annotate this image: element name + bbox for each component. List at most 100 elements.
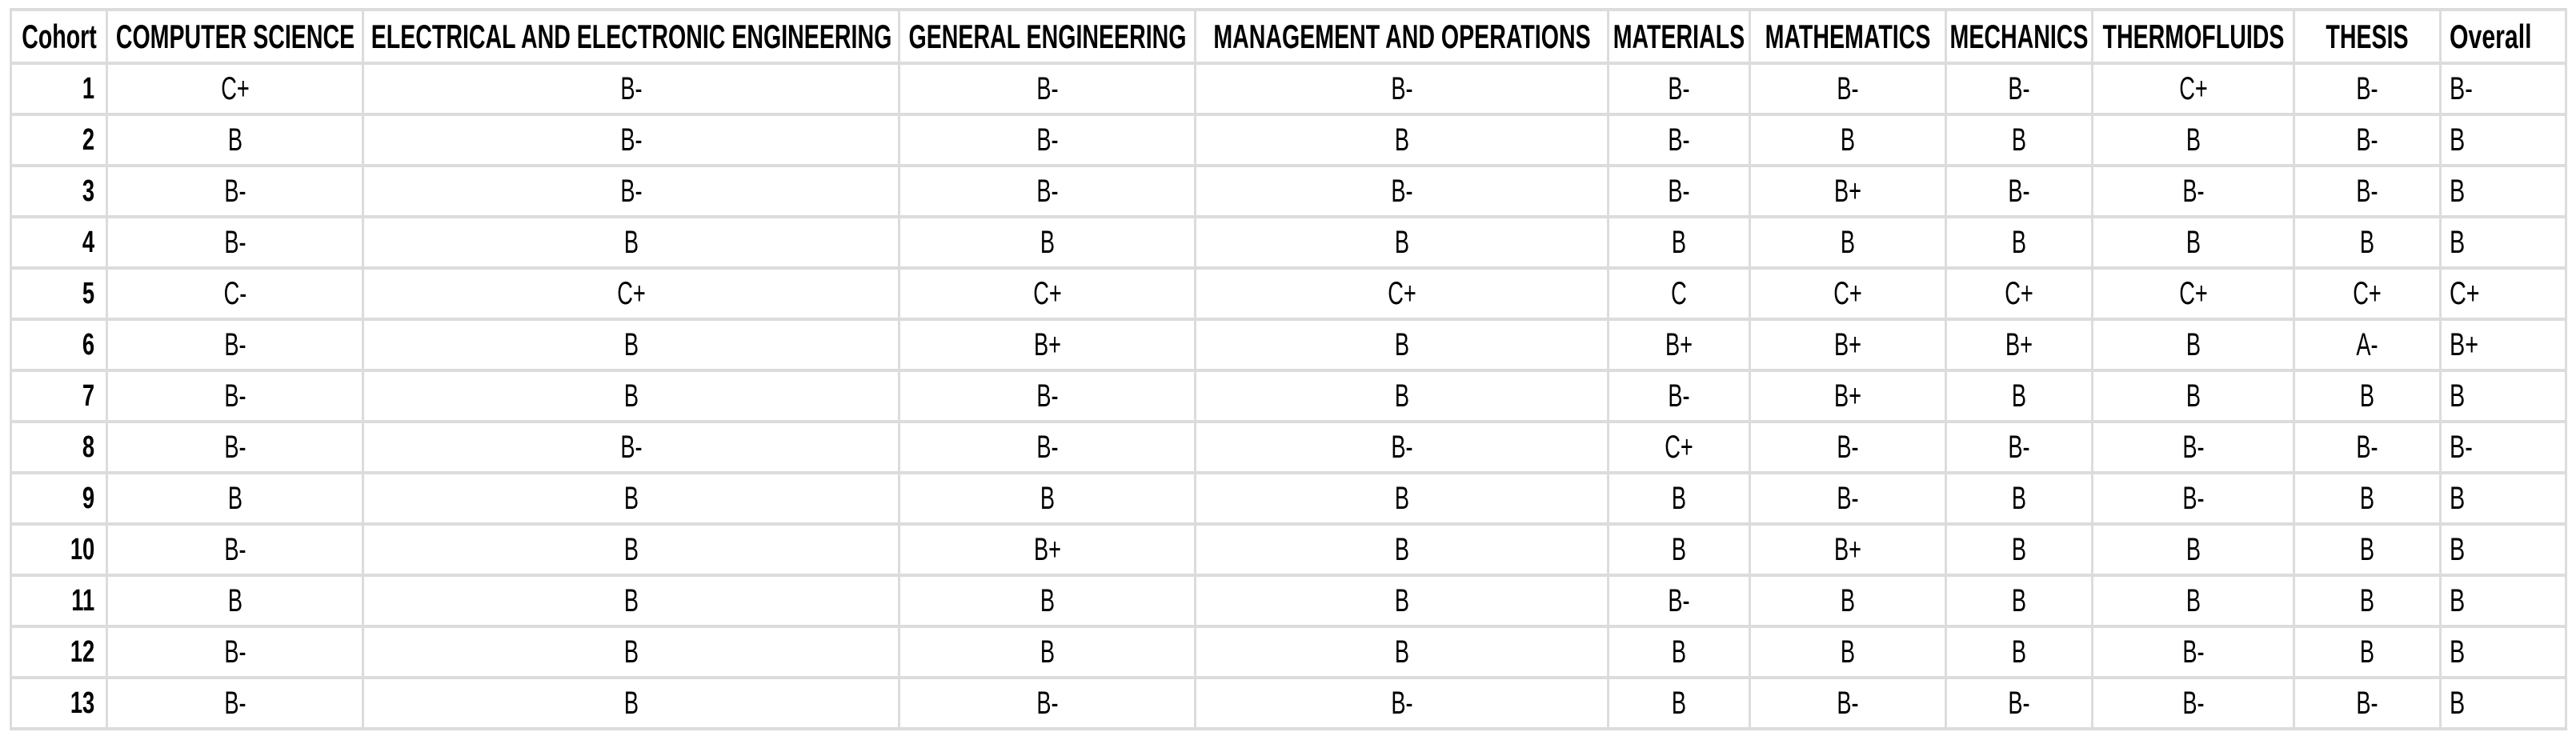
cohort-cell[interactable]: 5 xyxy=(10,266,108,321)
grade-cell-thesis[interactable]: B- xyxy=(2293,420,2442,474)
grade-cell-general-engineering[interactable]: B- xyxy=(898,676,1196,730)
grade-cell-mechanics[interactable]: B- xyxy=(1945,164,2093,218)
grade-cell-thermofluids[interactable]: B- xyxy=(2091,676,2295,730)
grade-cell-computer-science[interactable]: B xyxy=(106,471,364,526)
grade-cell-thesis[interactable]: B- xyxy=(2293,164,2442,218)
grade-cell-mechanics[interactable]: B xyxy=(1945,574,2093,628)
grade-cell-mathematics[interactable]: C+ xyxy=(1749,266,1947,321)
grade-cell-management-and-operations[interactable]: B xyxy=(1194,574,1609,628)
cohort-cell[interactable]: 4 xyxy=(10,215,108,270)
grade-cell-thermofluids[interactable]: B- xyxy=(2091,471,2295,526)
grade-cell-electrical-and-electronic-engineering[interactable]: C+ xyxy=(362,266,900,321)
grade-cell-electrical-and-electronic-engineering[interactable]: B- xyxy=(362,420,900,474)
grade-cell-overall[interactable]: B xyxy=(2439,522,2567,577)
grade-cell-materials[interactable]: B- xyxy=(1607,62,1751,116)
grade-cell-general-engineering[interactable]: B xyxy=(898,215,1196,270)
grade-cell-management-and-operations[interactable]: B xyxy=(1194,318,1609,372)
grade-cell-mechanics[interactable]: B- xyxy=(1945,62,2093,116)
grade-cell-mathematics[interactable]: B- xyxy=(1749,62,1947,116)
grade-cell-computer-science[interactable]: B- xyxy=(106,369,364,423)
grade-cell-electrical-and-electronic-engineering[interactable]: B xyxy=(362,676,900,730)
grade-cell-overall[interactable]: B- xyxy=(2439,62,2567,116)
grade-cell-thermofluids[interactable]: C+ xyxy=(2091,62,2295,116)
header-cell-cohort[interactable]: Cohort xyxy=(10,8,108,65)
grade-cell-thermofluids[interactable]: B xyxy=(2091,215,2295,270)
cohort-cell[interactable]: 9 xyxy=(10,471,108,526)
grade-cell-management-and-operations[interactable]: B xyxy=(1194,215,1609,270)
header-cell-materials[interactable]: MATERIALS xyxy=(1607,8,1751,65)
grade-cell-mathematics[interactable]: B+ xyxy=(1749,164,1947,218)
cohort-cell[interactable]: 2 xyxy=(10,113,108,167)
grade-cell-general-engineering[interactable]: B- xyxy=(898,369,1196,423)
header-cell-computer-science[interactable]: COMPUTER SCIENCE xyxy=(106,8,364,65)
grade-cell-general-engineering[interactable]: B- xyxy=(898,420,1196,474)
grade-cell-mechanics[interactable]: B xyxy=(1945,369,2093,423)
header-cell-thermofluids[interactable]: THERMOFLUIDS xyxy=(2091,8,2295,65)
grade-cell-general-engineering[interactable]: B+ xyxy=(898,318,1196,372)
grade-cell-management-and-operations[interactable]: B xyxy=(1194,625,1609,679)
grade-cell-electrical-and-electronic-engineering[interactable]: B xyxy=(362,574,900,628)
grade-cell-materials[interactable]: B xyxy=(1607,471,1751,526)
grade-cell-overall[interactable]: B- xyxy=(2439,420,2567,474)
grade-cell-management-and-operations[interactable]: B- xyxy=(1194,420,1609,474)
grade-cell-materials[interactable]: C+ xyxy=(1607,420,1751,474)
grade-cell-thermofluids[interactable]: B- xyxy=(2091,625,2295,679)
grade-cell-materials[interactable]: B- xyxy=(1607,164,1751,218)
cohort-cell[interactable]: 10 xyxy=(10,522,108,577)
grade-cell-thesis[interactable]: B- xyxy=(2293,62,2442,116)
grade-cell-management-and-operations[interactable]: B xyxy=(1194,113,1609,167)
grade-cell-mathematics[interactable]: B xyxy=(1749,113,1947,167)
grade-cell-mechanics[interactable]: B xyxy=(1945,113,2093,167)
grade-cell-mechanics[interactable]: B xyxy=(1945,215,2093,270)
grade-cell-overall[interactable]: B xyxy=(2439,369,2567,423)
grade-cell-materials[interactable]: B xyxy=(1607,625,1751,679)
grade-cell-thesis[interactable]: B- xyxy=(2293,113,2442,167)
grade-cell-computer-science[interactable]: B- xyxy=(106,215,364,270)
grade-cell-thermofluids[interactable]: B- xyxy=(2091,164,2295,218)
grade-cell-thesis[interactable]: C+ xyxy=(2293,266,2442,321)
grade-cell-general-engineering[interactable]: B- xyxy=(898,113,1196,167)
header-cell-electrical-and-electronic-engineering[interactable]: ELECTRICAL AND ELECTRONIC ENGINEERING xyxy=(362,8,900,65)
grade-cell-overall[interactable]: B xyxy=(2439,676,2567,730)
grade-cell-materials[interactable]: B- xyxy=(1607,574,1751,628)
grade-cell-computer-science[interactable]: B xyxy=(106,113,364,167)
grade-cell-management-and-operations[interactable]: B- xyxy=(1194,164,1609,218)
grade-cell-thermofluids[interactable]: B xyxy=(2091,522,2295,577)
grade-cell-general-engineering[interactable]: C+ xyxy=(898,266,1196,321)
grade-cell-electrical-and-electronic-engineering[interactable]: B xyxy=(362,522,900,577)
grade-cell-mechanics[interactable]: B xyxy=(1945,522,2093,577)
grade-cell-thermofluids[interactable]: B xyxy=(2091,318,2295,372)
grade-cell-thesis[interactable]: B- xyxy=(2293,676,2442,730)
grade-cell-computer-science[interactable]: B- xyxy=(106,676,364,730)
cohort-cell[interactable]: 3 xyxy=(10,164,108,218)
grade-cell-electrical-and-electronic-engineering[interactable]: B xyxy=(362,215,900,270)
grade-cell-mathematics[interactable]: B- xyxy=(1749,471,1947,526)
grade-cell-mathematics[interactable]: B xyxy=(1749,625,1947,679)
grade-cell-mathematics[interactable]: B- xyxy=(1749,420,1947,474)
grade-cell-overall[interactable]: B xyxy=(2439,215,2567,270)
grade-cell-mathematics[interactable]: B- xyxy=(1749,676,1947,730)
grade-cell-computer-science[interactable]: B- xyxy=(106,625,364,679)
header-cell-management-and-operations[interactable]: MANAGEMENT AND OPERATIONS xyxy=(1194,8,1609,65)
grade-cell-thesis[interactable]: B xyxy=(2293,625,2442,679)
header-cell-thesis[interactable]: THESIS xyxy=(2293,8,2442,65)
grade-cell-mathematics[interactable]: B+ xyxy=(1749,318,1947,372)
grade-cell-thesis[interactable]: B xyxy=(2293,471,2442,526)
grade-cell-electrical-and-electronic-engineering[interactable]: B- xyxy=(362,113,900,167)
grade-cell-thesis[interactable]: A- xyxy=(2293,318,2442,372)
grade-cell-computer-science[interactable]: B- xyxy=(106,420,364,474)
grade-cell-general-engineering[interactable]: B xyxy=(898,471,1196,526)
grade-cell-mathematics[interactable]: B+ xyxy=(1749,369,1947,423)
grade-cell-general-engineering[interactable]: B+ xyxy=(898,522,1196,577)
header-cell-overall[interactable]: Overall xyxy=(2439,8,2567,65)
grade-cell-mechanics[interactable]: B- xyxy=(1945,676,2093,730)
grade-cell-thermofluids[interactable]: B xyxy=(2091,113,2295,167)
grade-cell-computer-science[interactable]: B- xyxy=(106,164,364,218)
grade-cell-management-and-operations[interactable]: C+ xyxy=(1194,266,1609,321)
grade-cell-materials[interactable]: B- xyxy=(1607,113,1751,167)
grade-cell-electrical-and-electronic-engineering[interactable]: B xyxy=(362,471,900,526)
grade-cell-overall[interactable]: C+ xyxy=(2439,266,2567,321)
cohort-cell[interactable]: 7 xyxy=(10,369,108,423)
cohort-cell[interactable]: 8 xyxy=(10,420,108,474)
grade-cell-management-and-operations[interactable]: B xyxy=(1194,522,1609,577)
